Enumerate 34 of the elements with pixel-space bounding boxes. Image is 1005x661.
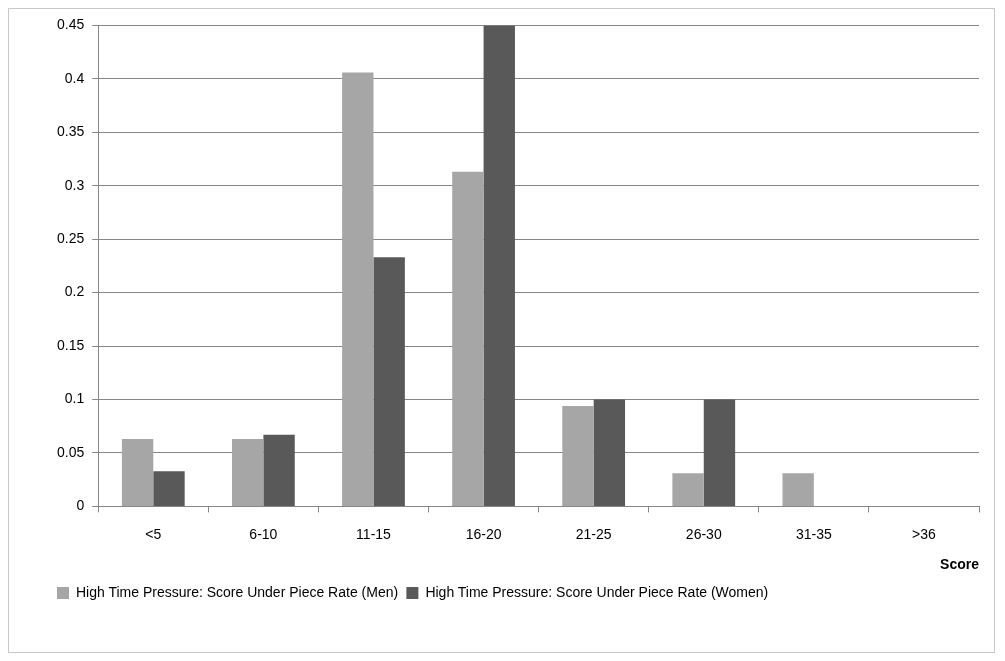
y-tick-label: 0.3 xyxy=(64,176,85,193)
legend-label: High Time Pressure: Score Under Piece Rate (Men) xyxy=(76,583,399,600)
y-tick-label: 0.15 xyxy=(57,336,85,353)
y-tick-label: 0.35 xyxy=(57,123,85,140)
bar xyxy=(672,473,704,506)
bar xyxy=(452,171,484,506)
bar xyxy=(373,257,405,506)
bar xyxy=(342,72,374,506)
x-tick-label: 26-30 xyxy=(685,525,722,542)
y-tick-label: 0.1 xyxy=(64,390,85,407)
bar xyxy=(153,471,185,506)
bar xyxy=(121,439,154,506)
x-axis-title: Score xyxy=(940,556,980,573)
x-tick-label: <5 xyxy=(145,525,162,542)
y-tick-label: 0.4 xyxy=(64,69,85,86)
y-tick-label: 0.2 xyxy=(64,283,85,300)
x-tick-label: 31-35 xyxy=(795,525,832,542)
bar xyxy=(562,405,594,506)
x-tick-label: >36 xyxy=(912,525,937,542)
x-tick-label: 6-10 xyxy=(249,525,278,542)
bar xyxy=(483,25,515,506)
bar xyxy=(263,434,295,506)
x-tick-label: 16-20 xyxy=(465,525,502,542)
legend-label: High Time Pressure: Score Under Piece Rate (Women) xyxy=(425,583,769,600)
y-tick-label: 0 xyxy=(76,497,85,514)
y-tick-label: 0.25 xyxy=(57,230,85,247)
x-tick-label: 11-15 xyxy=(356,525,392,542)
y-tick-label: 0.45 xyxy=(57,16,85,33)
y-tick-label: 0.05 xyxy=(57,443,85,460)
bar xyxy=(782,473,814,506)
x-tick-label: 21-25 xyxy=(575,525,612,542)
bar xyxy=(703,399,736,506)
bar xyxy=(232,439,264,506)
bar xyxy=(593,399,626,506)
